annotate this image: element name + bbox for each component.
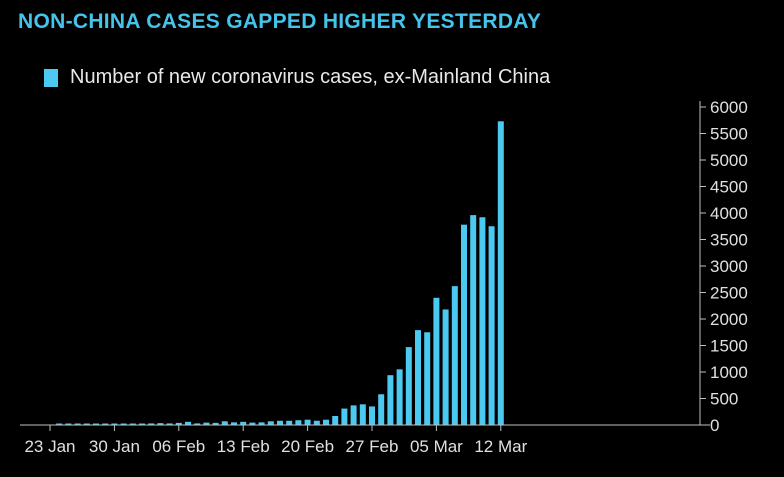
bar bbox=[74, 423, 81, 425]
bar bbox=[166, 423, 173, 425]
y-tick-label: 3000 bbox=[710, 257, 748, 276]
y-tick-label: 3500 bbox=[710, 231, 748, 250]
bar bbox=[83, 423, 90, 425]
bar bbox=[304, 419, 311, 425]
bar bbox=[203, 422, 210, 425]
chart-title: NON-CHINA CASES GAPPED HIGHER YESTERDAY bbox=[18, 10, 542, 33]
bar bbox=[387, 375, 394, 425]
bar bbox=[120, 423, 127, 425]
y-tick-label: 5500 bbox=[710, 125, 748, 144]
bar bbox=[479, 217, 486, 425]
x-tick-label: 20 Feb bbox=[281, 437, 334, 456]
bar bbox=[157, 423, 164, 425]
y-tick-label: 1000 bbox=[710, 363, 748, 382]
bar bbox=[139, 423, 145, 425]
bar bbox=[175, 422, 182, 425]
bar bbox=[341, 408, 348, 425]
bar bbox=[323, 419, 329, 425]
bar bbox=[212, 422, 219, 425]
bar bbox=[369, 406, 375, 425]
x-tick-label: 30 Jan bbox=[89, 437, 140, 456]
x-tick-label: 23 Jan bbox=[24, 437, 75, 456]
bar bbox=[129, 423, 136, 425]
x-tick-label: 13 Feb bbox=[217, 437, 270, 456]
y-tick-label: 500 bbox=[710, 390, 738, 409]
bar bbox=[258, 422, 265, 425]
bar bbox=[231, 422, 237, 425]
bar bbox=[378, 394, 385, 425]
bar bbox=[249, 422, 256, 425]
bar bbox=[93, 423, 99, 425]
bar bbox=[350, 405, 357, 425]
legend-swatch bbox=[44, 68, 58, 87]
bar bbox=[295, 420, 302, 425]
bar bbox=[286, 420, 293, 425]
bar bbox=[488, 226, 495, 425]
bar bbox=[470, 215, 477, 425]
bar bbox=[396, 369, 403, 425]
bar bbox=[148, 423, 155, 425]
y-tick-label: 4000 bbox=[710, 204, 748, 223]
y-tick-label: 1500 bbox=[710, 337, 748, 356]
y-tick-label: 2500 bbox=[710, 284, 748, 303]
bar bbox=[359, 404, 366, 425]
bar bbox=[405, 347, 412, 425]
bar bbox=[111, 423, 118, 425]
bar bbox=[332, 415, 339, 425]
bar bbox=[433, 297, 440, 425]
chart-legend: Number of new coronavirus cases, ex-Main… bbox=[44, 66, 550, 89]
y-tick-label: 5000 bbox=[710, 151, 748, 170]
bar bbox=[194, 423, 201, 425]
bar bbox=[277, 420, 283, 425]
bar bbox=[451, 286, 458, 425]
bar bbox=[497, 121, 504, 425]
y-tick-label: 2000 bbox=[710, 310, 748, 329]
x-tick-label: 27 Feb bbox=[346, 437, 399, 456]
x-tick-label: 06 Feb bbox=[152, 437, 205, 456]
bar bbox=[56, 423, 63, 425]
bar bbox=[424, 332, 431, 425]
bar bbox=[240, 421, 247, 425]
bar bbox=[313, 420, 320, 425]
bar bbox=[415, 330, 421, 425]
bar bbox=[461, 224, 467, 425]
bar bbox=[221, 421, 228, 425]
y-tick-label: 4500 bbox=[710, 178, 748, 197]
y-tick-label: 6000 bbox=[710, 98, 748, 117]
bar bbox=[185, 421, 191, 425]
legend-label: Number of new coronavirus cases, ex-Main… bbox=[70, 66, 551, 88]
y-tick-label: 0 bbox=[710, 416, 719, 435]
x-tick-label: 05 Mar bbox=[410, 437, 463, 456]
x-tick-label: 12 Mar bbox=[474, 437, 527, 456]
bar bbox=[442, 309, 449, 425]
bar bbox=[65, 423, 72, 425]
bar bbox=[267, 421, 274, 425]
bar bbox=[102, 423, 109, 425]
